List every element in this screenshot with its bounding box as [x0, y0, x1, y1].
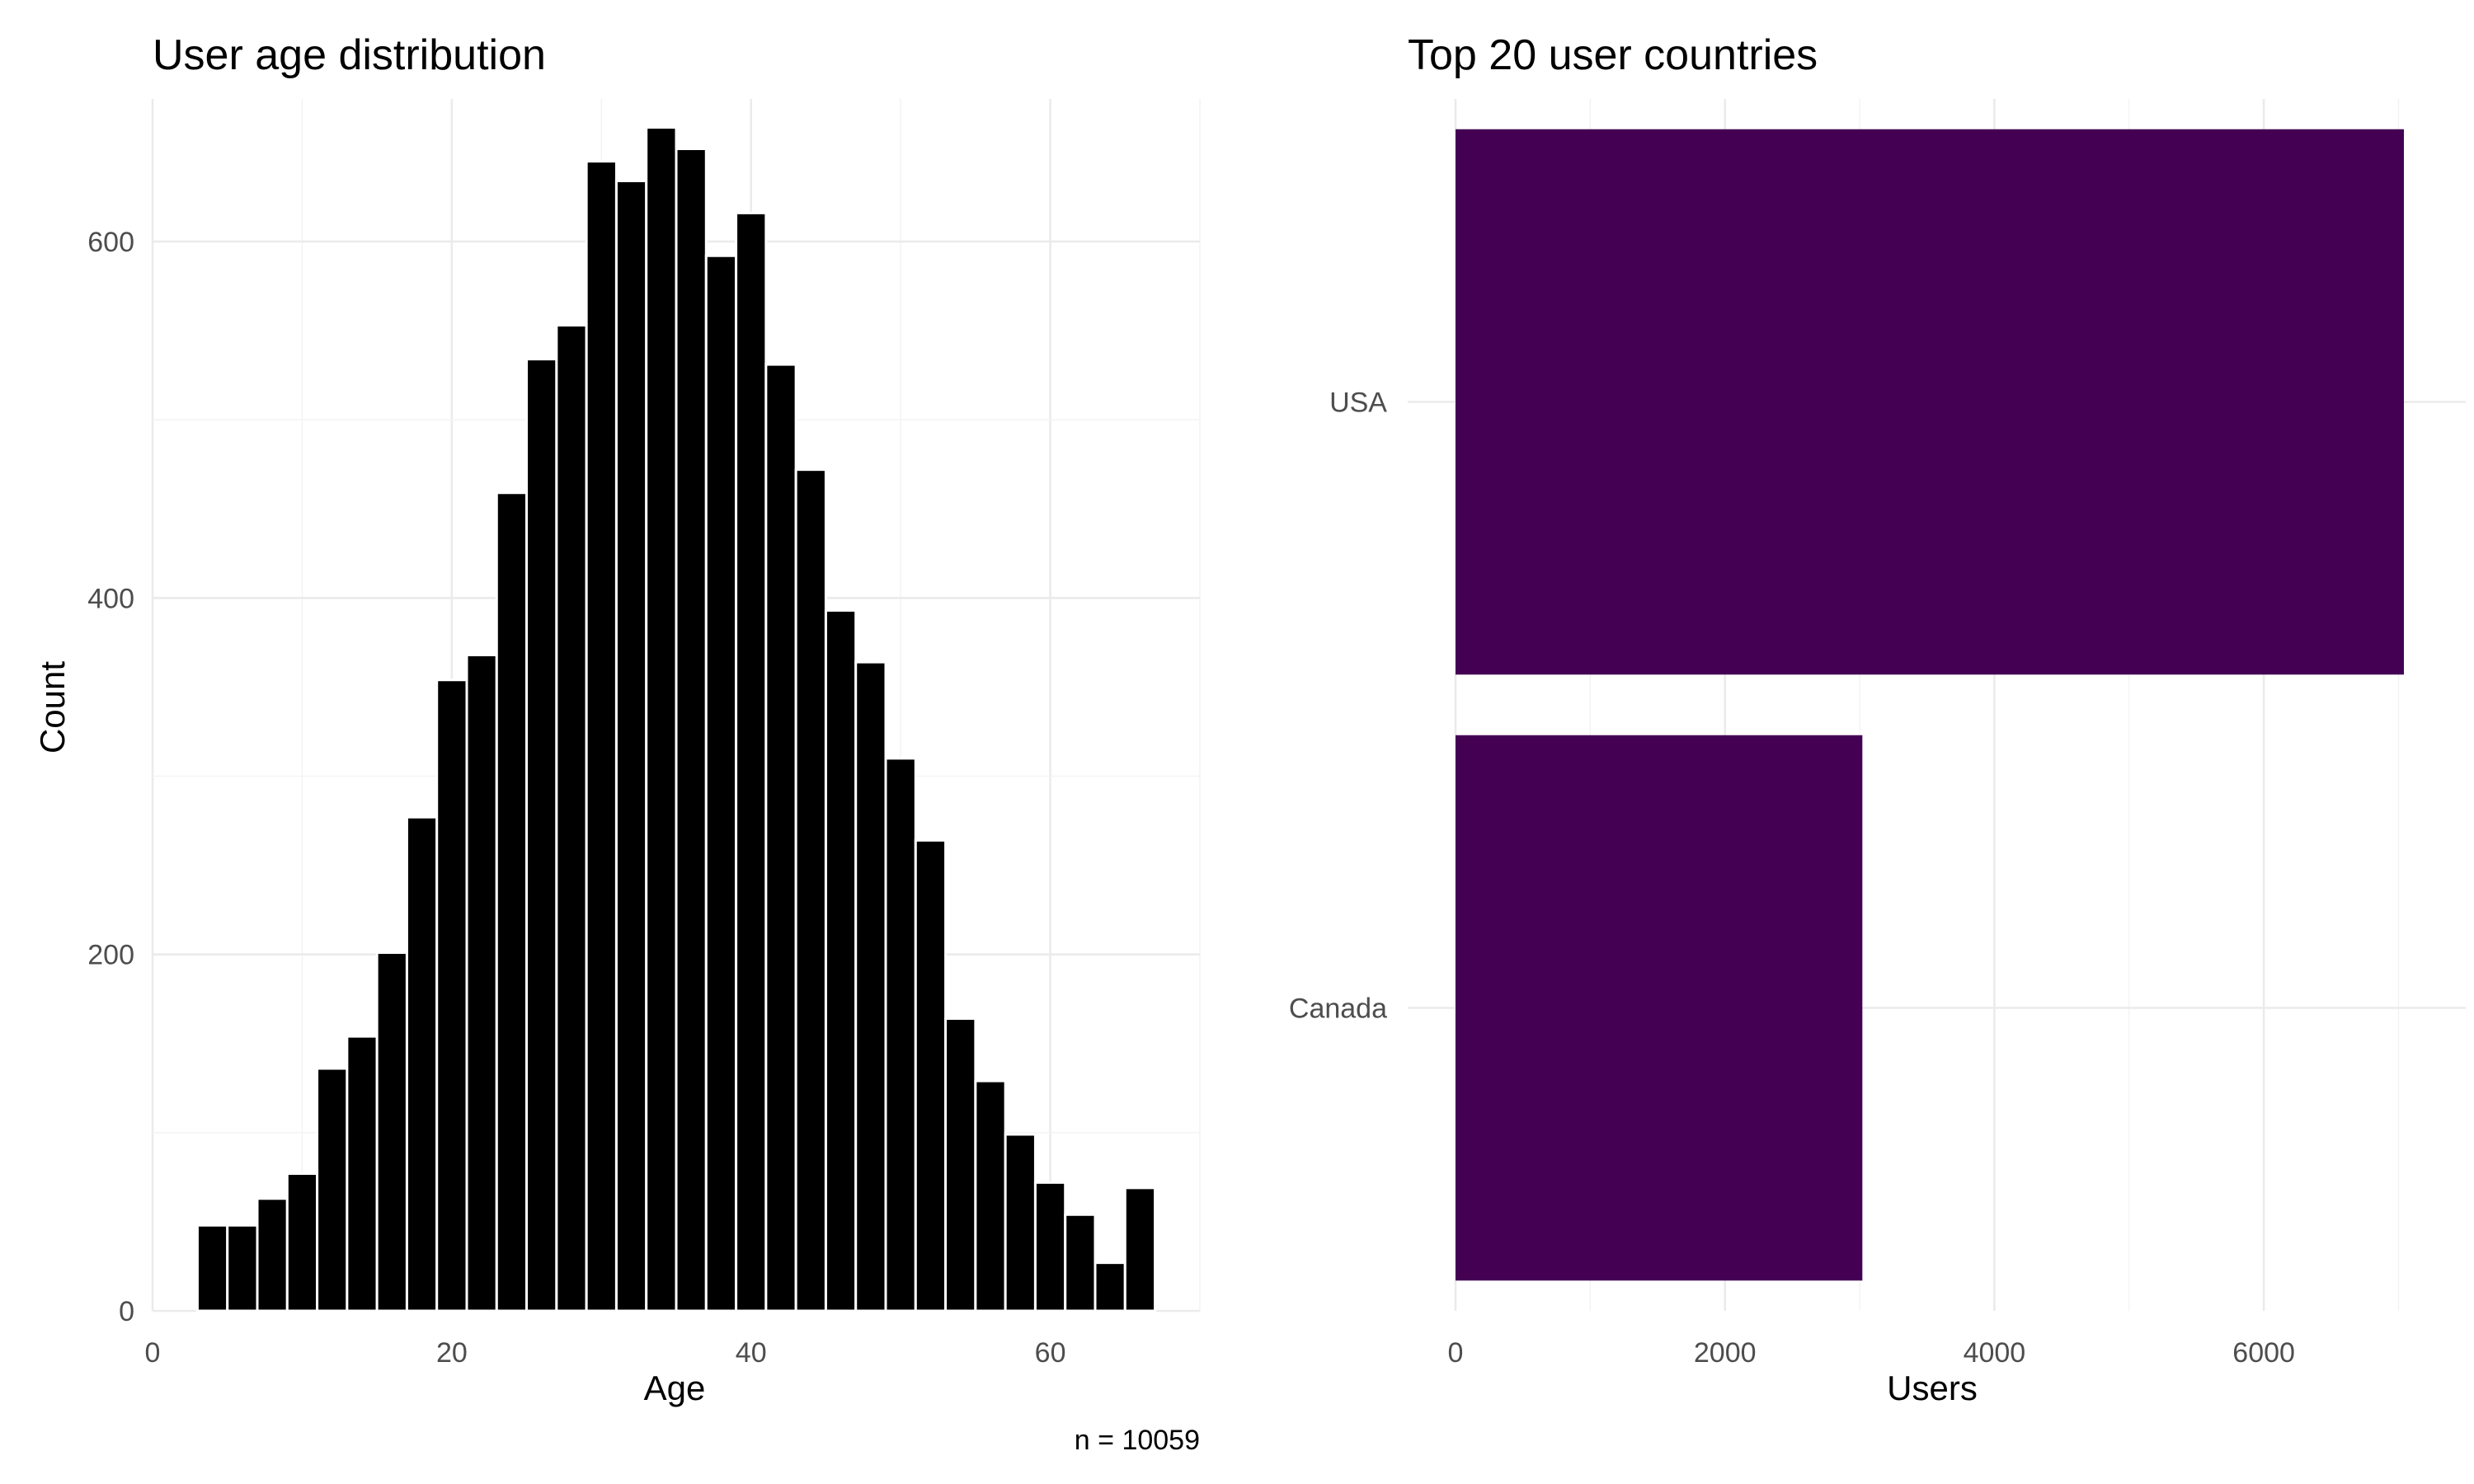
age-bar: [375, 951, 408, 1313]
x-tick-label: 2000: [1694, 1337, 1757, 1369]
y-tick-label: 400: [87, 583, 134, 614]
x-tick-label: 6000: [2232, 1337, 2295, 1369]
age-bar: [1033, 1181, 1067, 1313]
country-x-axis-title: Users: [1887, 1369, 1978, 1407]
age-bar: [1123, 1186, 1157, 1313]
age-bar: [525, 358, 558, 1313]
country-chart-title: Top 20 user countries: [1408, 31, 1818, 79]
age-histogram-bars: [195, 126, 1157, 1313]
x-tick-label: 4000: [1964, 1337, 2026, 1369]
x-tick-label: 0: [1448, 1337, 1464, 1369]
age-bar: [226, 1223, 259, 1313]
country-y-ticks: USA Canada: [1289, 387, 1387, 1025]
x-tick-label: 40: [736, 1337, 767, 1369]
age-histogram-y-ticks: 0 200 400 600: [87, 227, 134, 1327]
age-bar: [256, 1197, 289, 1313]
age-bar: [435, 679, 468, 1313]
country-bar: [1456, 735, 1863, 1281]
x-tick-label: 60: [1035, 1337, 1066, 1369]
country-label: USA: [1329, 387, 1387, 419]
age-bar: [704, 254, 738, 1313]
country-bars: [1456, 129, 2404, 1281]
age-bar: [854, 660, 887, 1313]
age-bar: [884, 757, 917, 1313]
age-bar: [1064, 1213, 1097, 1313]
age-histogram-panel: 0 20 40 60 0 200 400 600 User age distribution…: [33, 31, 1201, 1456]
age-bar: [735, 211, 768, 1313]
age-bar: [645, 126, 678, 1313]
age-bar: [465, 653, 498, 1313]
age-bar: [316, 1067, 349, 1313]
age-bar: [944, 1017, 977, 1313]
age-bar: [914, 838, 948, 1313]
age-bar: [285, 1172, 319, 1313]
y-tick-label: 200: [87, 940, 134, 971]
age-histogram-x-ticks: 0 20 40 60: [145, 1337, 1066, 1369]
age-bar: [555, 324, 588, 1313]
age-bar: [346, 1035, 379, 1313]
country-bar-panel: 0 2000 4000 6000 USA Canada Top 20 user coun…: [1289, 31, 2466, 1407]
age-bar: [974, 1079, 1007, 1313]
age-bar: [195, 1223, 229, 1313]
country-x-ticks: 0 2000 4000 6000: [1448, 1337, 2295, 1369]
age-bar: [1004, 1133, 1037, 1313]
age-bar: [585, 160, 618, 1313]
age-bar: [495, 491, 529, 1313]
age-bar: [405, 815, 439, 1313]
age-bar: [794, 468, 827, 1313]
age-histogram-x-axis-title: Age: [644, 1369, 706, 1407]
age-histogram-y-axis-title: Count: [33, 661, 72, 754]
age-histogram-caption: n = 10059: [1075, 1425, 1200, 1456]
country-bar: [1456, 129, 2404, 675]
age-bar: [1094, 1261, 1126, 1313]
age-histogram-title: User age distribution: [153, 31, 546, 79]
x-tick-label: 20: [436, 1337, 468, 1369]
y-tick-label: 600: [87, 227, 134, 258]
age-bar: [675, 148, 708, 1313]
y-tick-label: 0: [119, 1296, 134, 1327]
age-bar: [614, 179, 648, 1313]
age-bar: [824, 608, 858, 1313]
age-bar: [764, 363, 797, 1313]
x-tick-label: 0: [145, 1337, 161, 1369]
country-label: Canada: [1289, 993, 1387, 1025]
